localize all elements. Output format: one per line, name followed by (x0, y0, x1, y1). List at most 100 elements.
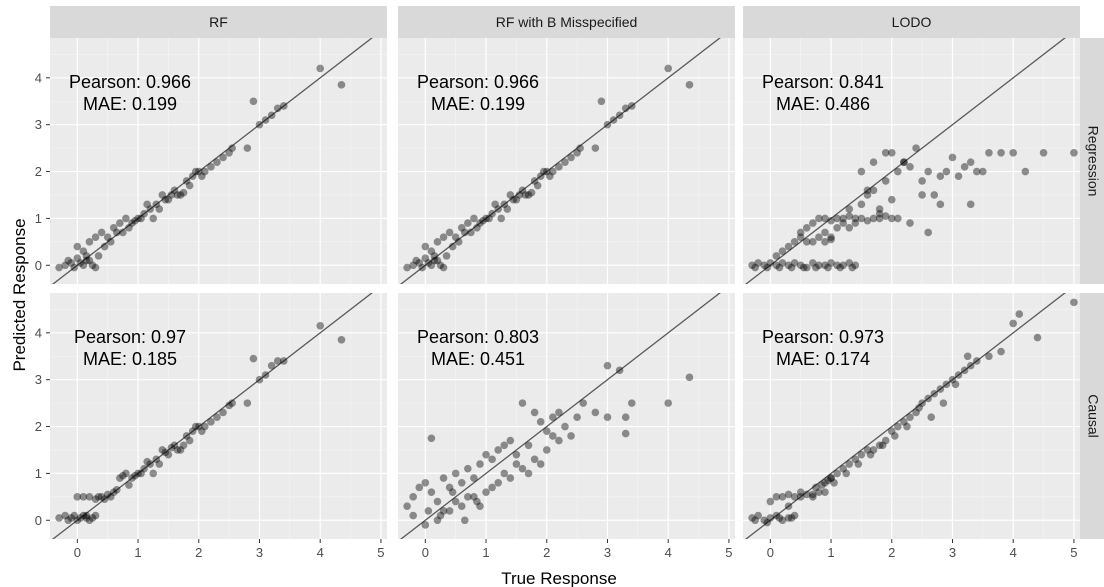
data-point (85, 493, 94, 501)
mae-annotation: MAE: 0.199 (83, 94, 177, 114)
data-point (509, 195, 518, 204)
data-point (972, 357, 981, 365)
data-point (82, 256, 91, 265)
x-tick-label: 0 (767, 545, 774, 560)
data-point (1015, 310, 1024, 318)
data-point (809, 238, 817, 246)
data-point (869, 158, 878, 166)
data-point (906, 219, 914, 227)
data-point (555, 436, 563, 445)
data-point (409, 261, 417, 270)
facet-row-label: Regression (1085, 126, 1101, 197)
data-point (542, 427, 551, 436)
data-point (464, 219, 472, 227)
data-point (88, 514, 97, 522)
data-point (818, 481, 826, 489)
data-point (887, 214, 896, 223)
data-point (225, 149, 233, 157)
data-point (1009, 319, 1018, 328)
x-tick-label: 4 (665, 545, 672, 560)
data-point (609, 116, 618, 124)
data-point (424, 507, 433, 515)
data-point (158, 191, 167, 199)
data-point (403, 263, 411, 272)
data-point (549, 432, 557, 440)
data-point (500, 441, 509, 450)
data-point (316, 64, 325, 73)
data-point (809, 219, 817, 227)
data-point (887, 149, 896, 157)
data-point (55, 263, 63, 272)
data-point (751, 263, 759, 272)
data-point (802, 223, 811, 232)
data-point (500, 469, 509, 478)
data-point (900, 418, 908, 426)
data-point (76, 514, 85, 522)
data-point (664, 399, 673, 407)
data-point (845, 460, 854, 468)
data-point (763, 263, 772, 272)
data-point (579, 399, 587, 407)
data-point (518, 186, 527, 195)
data-point (191, 422, 200, 431)
data-point (518, 399, 527, 407)
data-point (524, 441, 533, 450)
data-point (188, 172, 197, 181)
data-point (799, 263, 808, 272)
data-point (433, 256, 442, 265)
data-point (500, 200, 509, 209)
data-point (198, 427, 206, 436)
data-point (125, 481, 133, 489)
data-point (482, 488, 490, 496)
data-point (79, 247, 88, 255)
data-point (91, 495, 100, 503)
data-point (954, 172, 963, 181)
x-tick-label: 3 (949, 545, 956, 560)
data-point (433, 238, 442, 246)
data-point (482, 214, 490, 223)
data-point (851, 214, 860, 223)
data-point (863, 186, 872, 195)
data-point (576, 144, 584, 152)
data-point (772, 261, 781, 270)
data-point (863, 446, 872, 454)
data-point (915, 404, 923, 412)
data-point (1009, 149, 1018, 157)
data-point (809, 490, 817, 499)
y-axis-title: Predicted Response (10, 218, 29, 371)
data-point (79, 493, 88, 501)
data-point (415, 483, 424, 492)
data-point (119, 228, 127, 237)
data-point (337, 336, 346, 344)
data-point (851, 261, 860, 270)
data-point (866, 450, 875, 459)
y-tick-label: 0 (35, 513, 42, 528)
data-point (146, 205, 154, 213)
data-point (436, 511, 445, 520)
data-point (146, 460, 154, 468)
facet-column-label: RF (209, 14, 228, 30)
data-point (881, 149, 890, 157)
data-point (809, 493, 817, 501)
data-point (439, 507, 448, 515)
y-tick-label: 4 (35, 325, 42, 340)
pearson-annotation: Pearson: 0.973 (762, 327, 884, 347)
y-tick-label: 0 (35, 258, 42, 273)
data-point (685, 373, 694, 382)
data-point (766, 514, 775, 522)
data-point (815, 261, 823, 270)
x-axis-title: True Response (501, 569, 617, 587)
pearson-annotation: Pearson: 0.803 (417, 327, 539, 347)
data-point (167, 443, 176, 452)
data-point (796, 261, 805, 270)
data-point (415, 259, 424, 267)
data-point (485, 214, 493, 223)
data-point (213, 158, 221, 166)
data-point (627, 399, 636, 407)
data-point (927, 413, 936, 421)
data-point (521, 191, 530, 199)
data-point (887, 427, 896, 436)
y-tick-label: 2 (35, 419, 42, 434)
